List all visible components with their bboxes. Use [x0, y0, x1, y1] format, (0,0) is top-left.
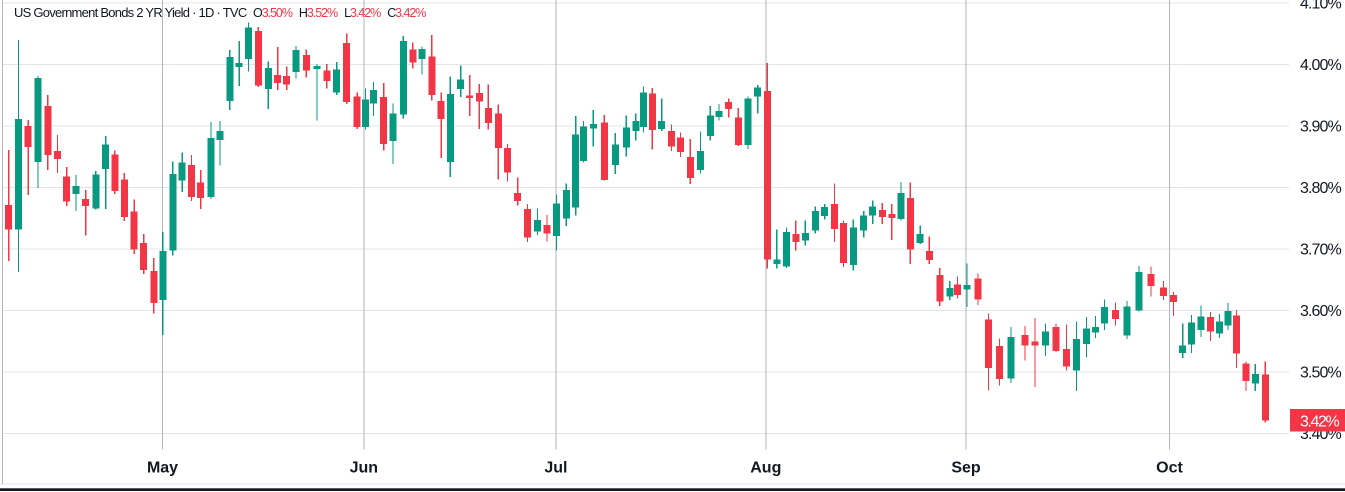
svg-text:US Government Bonds 2 YR Yield: US Government Bonds 2 YR Yield · 1D · TV…	[14, 5, 247, 20]
svg-text:3.90%: 3.90%	[1300, 119, 1342, 136]
svg-text:Jul: Jul	[544, 460, 567, 477]
svg-text:4.00%: 4.00%	[1300, 57, 1342, 74]
svg-text:3.80%: 3.80%	[1300, 180, 1342, 197]
svg-text:Aug: Aug	[750, 460, 781, 477]
svg-text:3.50%: 3.50%	[1300, 365, 1342, 382]
svg-text:3.42%: 3.42%	[1300, 414, 1340, 431]
svg-text:May: May	[147, 460, 178, 477]
svg-text:4.10%: 4.10%	[1300, 0, 1342, 13]
svg-text:3.70%: 3.70%	[1300, 242, 1342, 259]
svg-text:Oct: Oct	[1156, 460, 1183, 477]
svg-text:Jun: Jun	[350, 460, 378, 477]
svg-text:Sep: Sep	[951, 460, 981, 477]
svg-text:3.60%: 3.60%	[1300, 303, 1342, 320]
